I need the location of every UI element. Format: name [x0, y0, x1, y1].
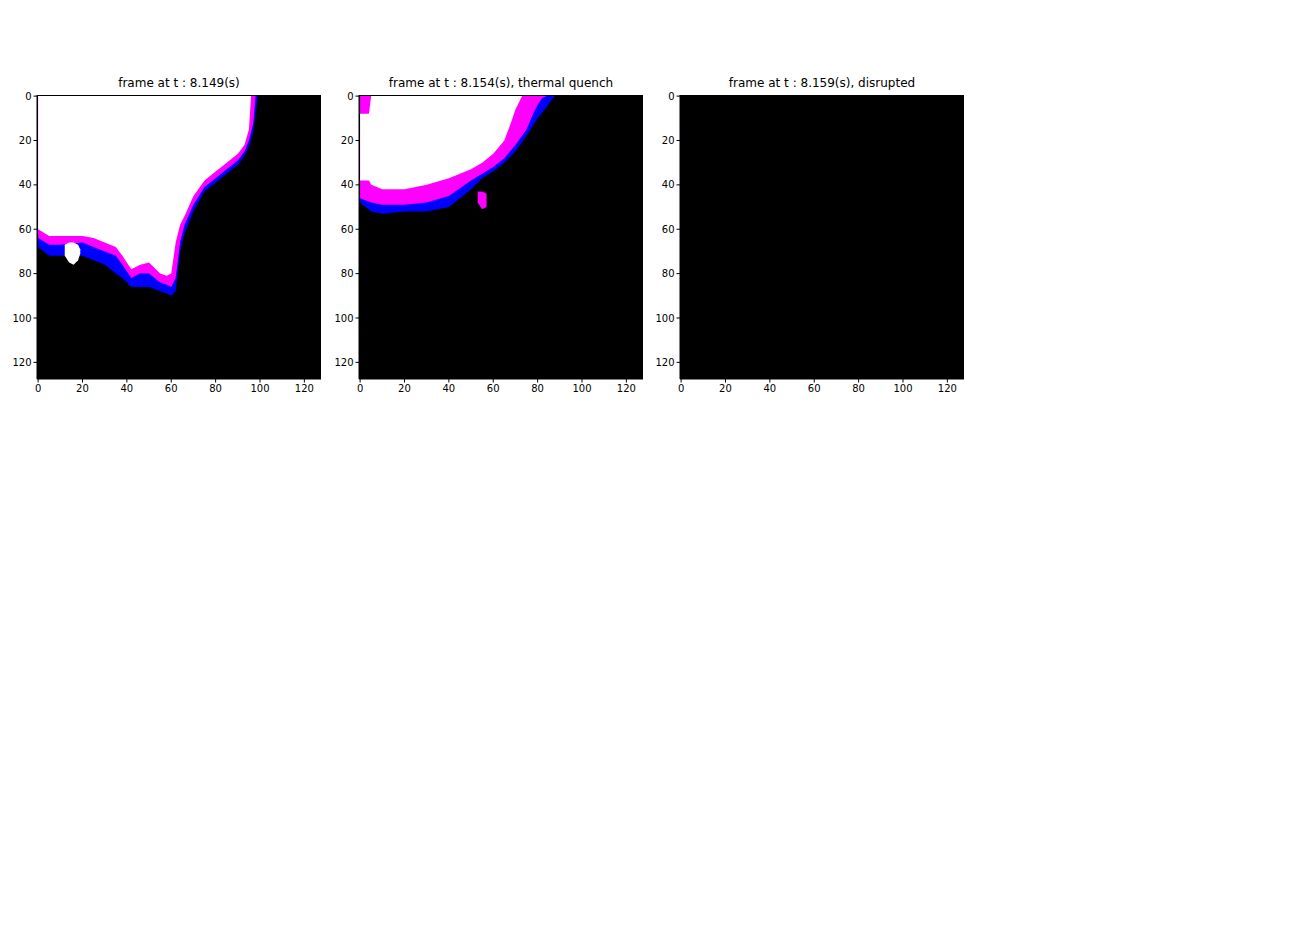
svg-text:40: 40 [341, 179, 354, 190]
svg-text:40: 40 [120, 383, 133, 394]
svg-text:100: 100 [12, 313, 31, 324]
svg-text:120: 120 [938, 383, 957, 394]
svg-text:120: 120 [12, 357, 31, 368]
svg-text:120: 120 [295, 383, 314, 394]
svg-text:40: 40 [19, 179, 32, 190]
svg-text:20: 20 [19, 135, 32, 146]
svg-text:80: 80 [662, 268, 675, 279]
svg-text:60: 60 [19, 224, 32, 235]
svg-text:100: 100 [572, 383, 591, 394]
svg-text:100: 100 [250, 383, 269, 394]
svg-text:120: 120 [617, 383, 636, 394]
svg-text:120: 120 [655, 357, 674, 368]
svg-text:60: 60 [487, 383, 500, 394]
svg-text:60: 60 [662, 224, 675, 235]
html-text:frame at t : 8.159(s), disrupt: frame at t : 8.159(s), disrupted [728, 76, 916, 90]
svg-text:60: 60 [165, 383, 178, 394]
svg-text:40: 40 [442, 383, 455, 394]
svg-text:60: 60 [808, 383, 821, 394]
svg-text:20: 20 [341, 135, 354, 146]
svg-text:20: 20 [76, 383, 89, 394]
svg-text:100: 100 [334, 313, 353, 324]
svg-text:20: 20 [719, 383, 732, 394]
svg-text:60: 60 [341, 224, 354, 235]
svg-text:40: 40 [662, 179, 675, 190]
svg-text:120: 120 [334, 357, 353, 368]
html-text:frame at t : 8.154(s), thermal: frame at t : 8.154(s), thermal quench [388, 76, 614, 90]
svg-text:40: 40 [763, 383, 776, 394]
svg-text:20: 20 [398, 383, 411, 394]
svg-text:0: 0 [25, 91, 31, 102]
svg-text:0: 0 [668, 91, 674, 102]
svg-text:0: 0 [347, 91, 353, 102]
svg-text:0: 0 [357, 383, 363, 394]
svg-text:0: 0 [35, 383, 41, 394]
svg-text:80: 80 [209, 383, 222, 394]
svg-text:80: 80 [19, 268, 32, 279]
svg-text:80: 80 [531, 383, 544, 394]
svg-text:80: 80 [341, 268, 354, 279]
html-text:frame at t : 8.149(s): frame at t : 8.149(s) [118, 76, 240, 90]
svg-text:100: 100 [893, 383, 912, 394]
svg-text:20: 20 [662, 135, 675, 146]
svg-text:80: 80 [852, 383, 865, 394]
svg-text:0: 0 [678, 383, 684, 394]
svg-text:100: 100 [655, 313, 674, 324]
